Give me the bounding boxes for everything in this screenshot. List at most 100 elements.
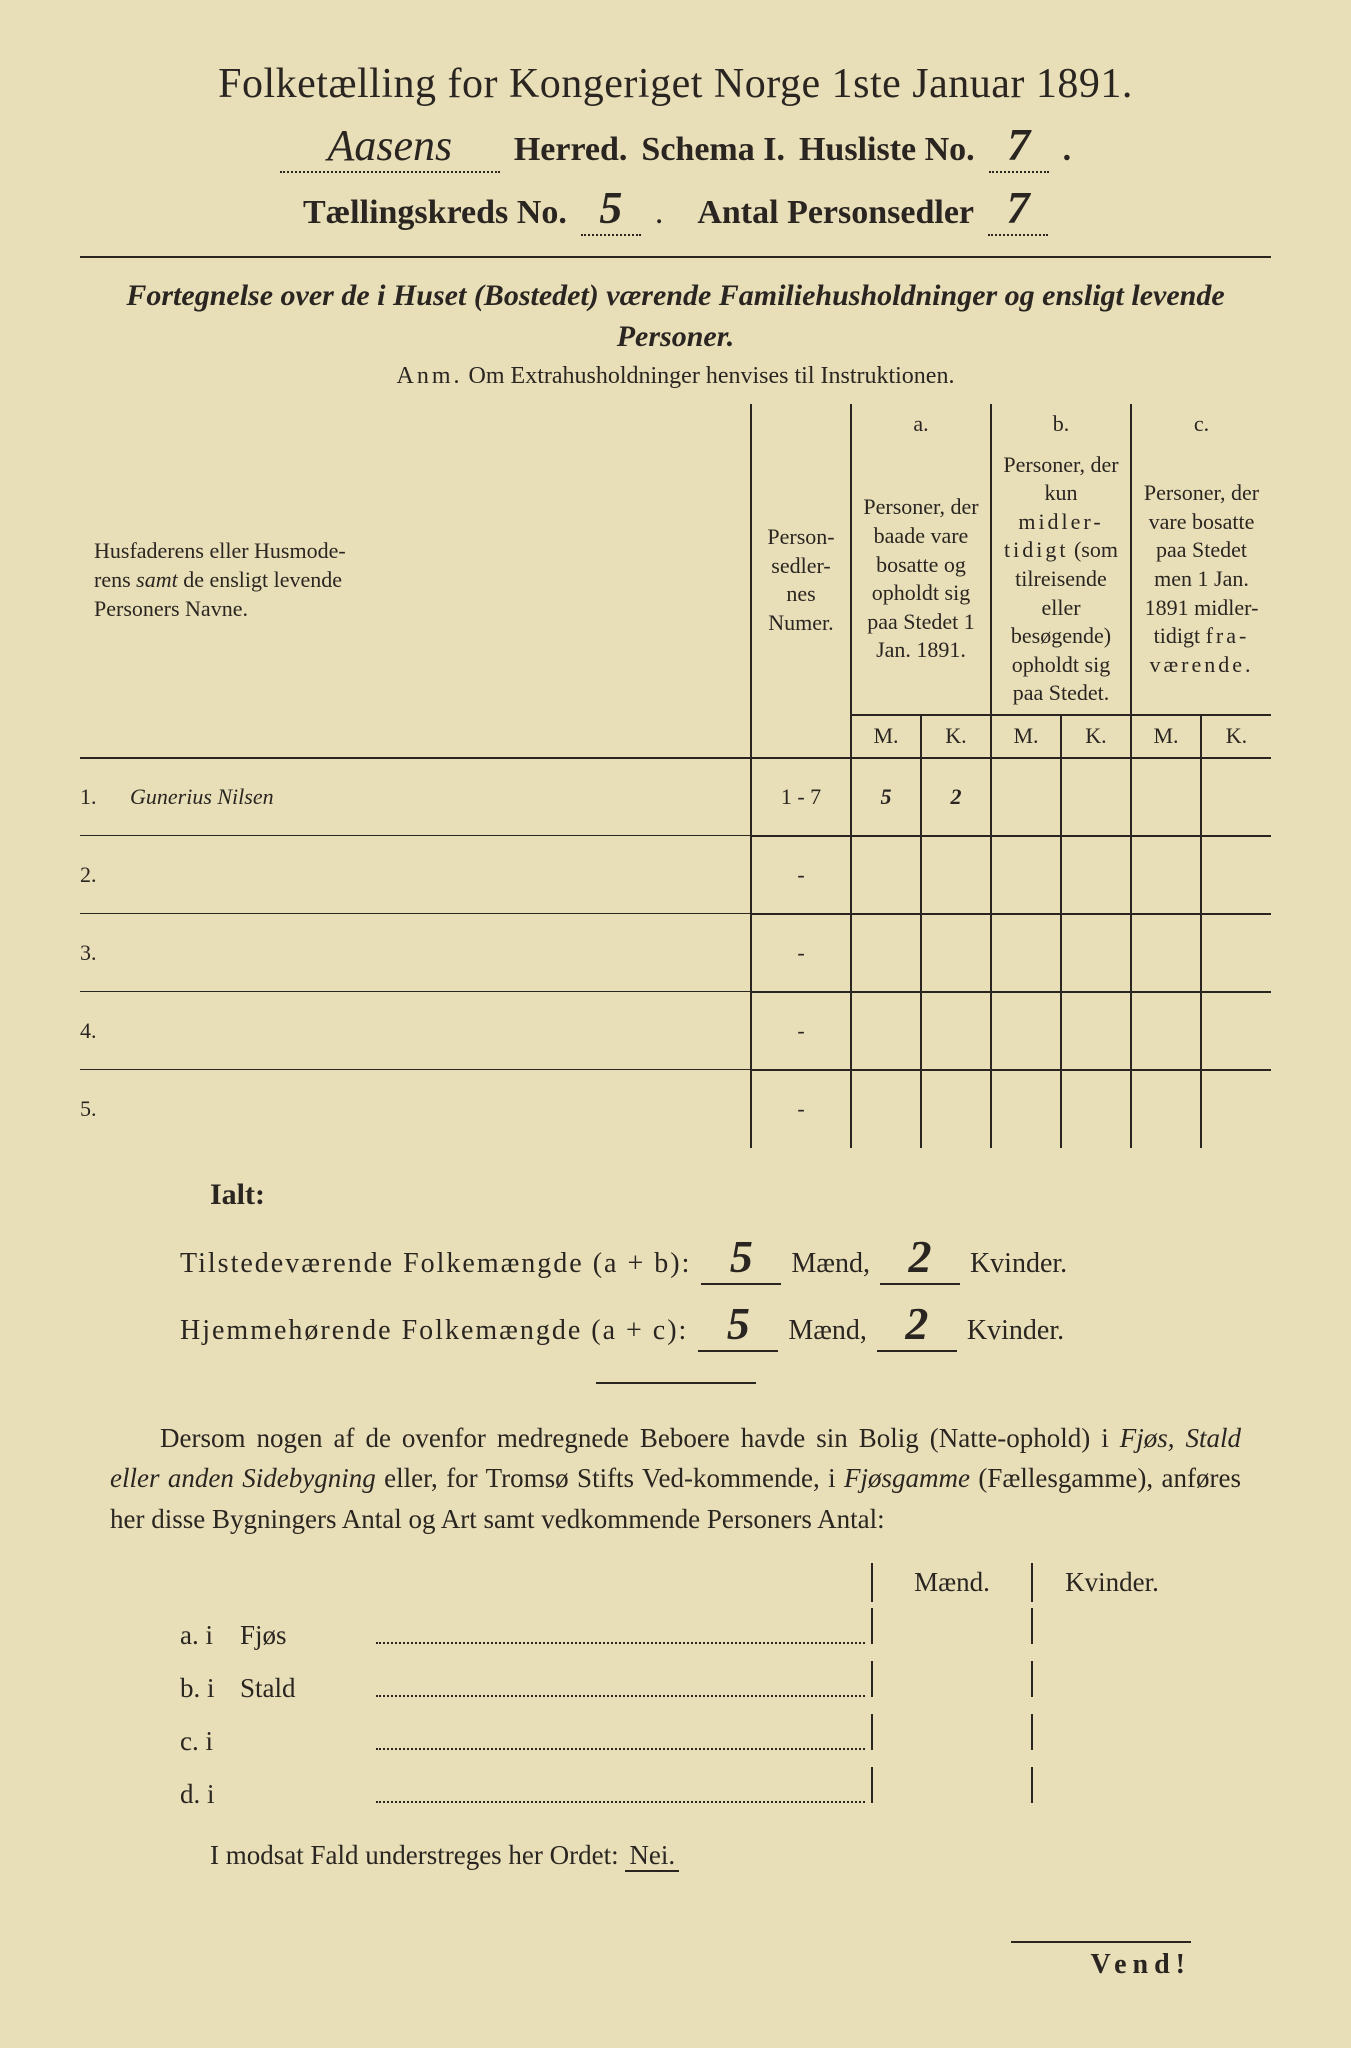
a-k-cell: 2 — [921, 758, 991, 836]
col-a-text: Personer, der baade vare bosatte og opho… — [851, 445, 991, 715]
a-m-cell — [851, 1070, 921, 1148]
census-table: Husfaderens eller Husmode-rens samt de e… — [80, 404, 1271, 1148]
name-cell — [120, 836, 751, 914]
b-k-cell — [1061, 1070, 1131, 1148]
a-m-cell: 5 — [851, 758, 921, 836]
vend-label: Vend! — [1011, 1941, 1191, 1981]
dwelling-k — [1031, 1608, 1191, 1644]
name-cell — [120, 992, 751, 1070]
kreds-label: Tællingskreds No. — [303, 194, 567, 232]
c-k-cell — [1201, 758, 1271, 836]
anm-line: Anm. Om Extrahusholdninger henvises til … — [80, 363, 1271, 390]
table-row: 1.Gunerius Nilsen1 - 752 — [80, 758, 1271, 836]
dwelling-m — [871, 1608, 1031, 1644]
herred-handwritten: Aasens — [280, 120, 500, 173]
table-row: 4.- — [80, 992, 1271, 1070]
col-b-m: M. — [991, 715, 1061, 758]
dwelling-rows: a. iFjøsb. iStaldc. id. i — [180, 1608, 1191, 1810]
subtitle: Fortegnelse over de i Huset (Bostedet) v… — [120, 276, 1231, 357]
dwelling-mk — [871, 1608, 1191, 1644]
row-number: 5. — [80, 1070, 120, 1148]
numer-cell: - — [751, 1070, 851, 1148]
header-line-2: Aasens Herred. Schema I. Husliste No. 7 … — [80, 118, 1271, 173]
resident-m: 5 — [698, 1297, 778, 1352]
col-numer-header: Person-sedler-nes Numer. — [751, 404, 851, 758]
col-c-label: c. — [1131, 404, 1271, 445]
b-k-cell — [1061, 914, 1131, 992]
c-m-cell — [1131, 758, 1201, 836]
table-row: 5. - — [80, 1070, 1271, 1148]
census-page: Folketælling for Kongeriget Norge 1ste J… — [0, 0, 1351, 2048]
maend-label: Mænd, — [791, 1248, 870, 1280]
dwelling-lbl: b. i — [180, 1673, 240, 1704]
dwelling-row: d. i — [180, 1767, 1191, 1810]
nei-line: I modsat Fald understreges her Ordet: Ne… — [210, 1840, 1241, 1871]
schema-label: Schema I. — [641, 131, 785, 169]
col-c-text: Personer, der vare bosatte paa Stedet me… — [1131, 445, 1271, 715]
b-m-cell — [991, 914, 1061, 992]
a-m-cell — [851, 836, 921, 914]
b-m-cell — [991, 1070, 1061, 1148]
dwelling-lbl: a. i — [180, 1620, 240, 1651]
dwelling-lbl: d. i — [180, 1779, 240, 1810]
dwelling-m — [871, 1767, 1031, 1803]
nei-text: I modsat Fald understreges her Ordet: — [210, 1840, 619, 1870]
table-row: 3.- — [80, 914, 1271, 992]
kvinder-label-2: Kvinder. — [967, 1315, 1064, 1347]
numer-cell: - — [751, 836, 851, 914]
dwelling-k — [1031, 1714, 1191, 1750]
a-m-cell — [851, 914, 921, 992]
name-cell — [120, 1070, 751, 1148]
page-title: Folketælling for Kongeriget Norge 1ste J… — [80, 60, 1271, 108]
numer-cell: 1 - 7 — [751, 758, 851, 836]
col-a-k: K. — [921, 715, 991, 758]
name-cell — [120, 914, 751, 992]
resident-k: 2 — [877, 1297, 957, 1352]
c-m-cell — [1131, 914, 1201, 992]
anm-text: Om Extrahusholdninger henvises til Instr… — [469, 363, 955, 389]
resident-label: Hjemmehørende Folkemængde (a + c): — [180, 1315, 688, 1347]
present-label: Tilstedeværende Folkemængde (a + b): — [180, 1248, 691, 1280]
husliste-no: 7 — [989, 118, 1049, 173]
col-b-text: Personer, der kun midler-tidigt (som til… — [991, 445, 1131, 715]
dwelling-type: Fjøs — [240, 1620, 370, 1651]
col-c-k: K. — [1201, 715, 1271, 758]
short-divider — [596, 1382, 756, 1384]
dwelling-m — [871, 1714, 1031, 1750]
subtitle-text: Fortegnelse over de i Huset (Bostedet) v… — [126, 279, 1224, 353]
dwelling-kvinder-header: Kvinder. — [1031, 1563, 1191, 1602]
c-m-cell — [1131, 992, 1201, 1070]
maend-label-2: Mænd, — [788, 1315, 867, 1347]
present-k: 2 — [880, 1230, 960, 1285]
husliste-label: Husliste No. — [799, 131, 975, 169]
present-line: Tilstedeværende Folkemængde (a + b): 5 M… — [180, 1230, 1211, 1285]
present-m: 5 — [701, 1230, 781, 1285]
anm-label: Anm. — [397, 363, 463, 389]
dotted-line — [376, 1670, 865, 1697]
row-number: 4. — [80, 992, 120, 1070]
col-a-m: M. — [851, 715, 921, 758]
c-k-cell — [1201, 836, 1271, 914]
c-k-cell — [1201, 1070, 1271, 1148]
antal-value: 7 — [988, 181, 1048, 236]
b-k-cell — [1061, 758, 1131, 836]
dwelling-k — [1031, 1661, 1191, 1697]
resident-line: Hjemmehørende Folkemængde (a + c): 5 Mæn… — [180, 1297, 1211, 1352]
dwelling-k — [1031, 1767, 1191, 1803]
col-b-label: b. — [991, 404, 1131, 445]
dwelling-m — [871, 1661, 1031, 1697]
dwelling-row: c. i — [180, 1714, 1191, 1757]
dwelling-maend-header: Mænd. — [871, 1563, 1031, 1602]
c-k-cell — [1201, 914, 1271, 992]
b-m-cell — [991, 758, 1061, 836]
dotted-line — [376, 1776, 865, 1803]
dwelling-row: a. iFjøs — [180, 1608, 1191, 1651]
numer-cell: - — [751, 914, 851, 992]
name-cell: Gunerius Nilsen — [120, 758, 751, 836]
dwelling-lbl: c. i — [180, 1726, 240, 1757]
kvinder-label: Kvinder. — [970, 1248, 1067, 1280]
table-row: 2.- — [80, 836, 1271, 914]
divider — [80, 256, 1271, 258]
c-k-cell — [1201, 992, 1271, 1070]
dwelling-paragraph: Dersom nogen af de ovenfor medregnede Be… — [110, 1418, 1241, 1540]
